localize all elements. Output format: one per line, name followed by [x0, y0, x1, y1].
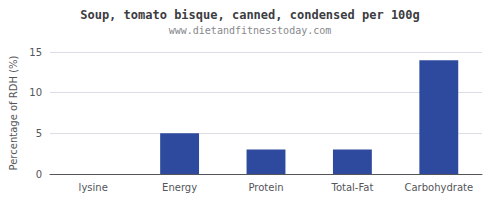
- svg-text:Protein: Protein: [248, 182, 283, 193]
- svg-text:Carbohydrate: Carbohydrate: [404, 182, 473, 193]
- svg-text:5: 5: [36, 128, 42, 139]
- svg-text:0: 0: [36, 169, 42, 180]
- svg-text:Energy: Energy: [162, 182, 197, 193]
- svg-text:lysine: lysine: [79, 182, 108, 193]
- svg-text:15: 15: [29, 47, 42, 58]
- svg-text:Percentage of RDH (%): Percentage of RDH (%): [8, 55, 19, 170]
- svg-text:Soup, tomato bisque, canned, c: Soup, tomato bisque, canned, condensed p…: [80, 8, 420, 22]
- svg-text:10: 10: [29, 87, 42, 98]
- svg-text:www.dietandfitnesstoday.com: www.dietandfitnesstoday.com: [169, 25, 332, 36]
- svg-text:Total-Fat: Total-Fat: [330, 182, 373, 193]
